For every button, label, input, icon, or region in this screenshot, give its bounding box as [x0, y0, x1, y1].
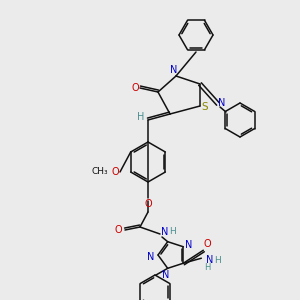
- Text: O: O: [114, 225, 122, 235]
- Text: S: S: [202, 102, 208, 112]
- Text: N: N: [170, 65, 178, 75]
- Text: O: O: [111, 167, 119, 177]
- Text: N: N: [161, 227, 169, 237]
- Text: O: O: [144, 199, 152, 209]
- Text: N: N: [147, 252, 155, 262]
- Text: H: H: [169, 227, 176, 236]
- Text: O: O: [131, 83, 139, 93]
- Text: N: N: [206, 255, 213, 265]
- Text: N: N: [184, 240, 192, 250]
- Text: N: N: [218, 98, 226, 108]
- Text: N: N: [162, 270, 169, 280]
- Text: CH₃: CH₃: [92, 167, 108, 176]
- Text: H: H: [137, 112, 145, 122]
- Text: O: O: [203, 239, 211, 249]
- Text: H: H: [204, 263, 211, 272]
- Text: H: H: [214, 256, 221, 265]
